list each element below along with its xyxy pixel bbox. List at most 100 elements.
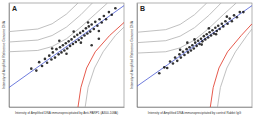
panel-title: B bbox=[140, 5, 145, 12]
point bbox=[70, 38, 73, 41]
point bbox=[221, 23, 224, 26]
point bbox=[50, 58, 53, 61]
point bbox=[46, 62, 49, 65]
point bbox=[182, 50, 185, 53]
point bbox=[193, 38, 196, 41]
point bbox=[38, 61, 41, 64]
point bbox=[179, 49, 182, 52]
point bbox=[169, 60, 172, 63]
point bbox=[217, 24, 220, 27]
point bbox=[72, 43, 75, 46]
point bbox=[105, 18, 108, 21]
curve bbox=[137, 6, 252, 87]
point bbox=[83, 34, 86, 37]
plot-frame bbox=[137, 3, 252, 107]
point bbox=[203, 35, 206, 38]
curve bbox=[137, 3, 221, 43]
point bbox=[86, 32, 89, 35]
point bbox=[58, 39, 61, 42]
point bbox=[82, 30, 85, 33]
point bbox=[79, 32, 82, 35]
point bbox=[63, 49, 66, 52]
point bbox=[231, 20, 234, 23]
plot-frame bbox=[9, 3, 124, 107]
point bbox=[222, 25, 225, 28]
point bbox=[180, 56, 183, 59]
curve bbox=[210, 24, 252, 107]
point bbox=[72, 30, 75, 33]
y-axis-title: Intensity of Amplified Reference Genome … bbox=[2, 20, 6, 89]
point bbox=[65, 52, 68, 55]
x-axis bbox=[10, 107, 125, 108]
point bbox=[67, 40, 70, 43]
point bbox=[52, 51, 55, 54]
axis-line bbox=[137, 4, 138, 108]
point bbox=[76, 34, 79, 37]
x-axis-title: Intensity of Amplified DNA immunoprecipi… bbox=[15, 111, 118, 115]
x-axis bbox=[138, 107, 253, 108]
point bbox=[98, 37, 101, 40]
point bbox=[166, 67, 169, 70]
curve bbox=[9, 3, 78, 32]
y-axis-title: Intensity of Amplified Reference Genome … bbox=[130, 20, 134, 89]
point bbox=[178, 53, 181, 56]
point bbox=[96, 24, 99, 27]
point bbox=[48, 54, 51, 57]
point bbox=[158, 72, 161, 75]
curve bbox=[137, 3, 236, 53]
curve bbox=[9, 3, 107, 52]
y-axis bbox=[9, 4, 10, 108]
point bbox=[66, 47, 69, 50]
point bbox=[87, 21, 90, 24]
point bbox=[192, 47, 195, 50]
point bbox=[69, 45, 72, 48]
point bbox=[172, 62, 175, 65]
point bbox=[77, 39, 80, 42]
axis-line bbox=[9, 4, 10, 108]
point bbox=[51, 47, 54, 50]
point bbox=[59, 46, 62, 49]
point bbox=[57, 53, 60, 56]
point bbox=[60, 51, 63, 54]
point bbox=[80, 37, 83, 40]
point bbox=[226, 15, 229, 18]
panel: A Intensity of Amplified DNA immunoprecip… bbox=[2, 3, 125, 115]
point bbox=[89, 30, 92, 33]
point bbox=[187, 51, 190, 54]
point bbox=[210, 34, 213, 37]
point bbox=[211, 29, 214, 32]
point bbox=[185, 48, 188, 51]
panel: B Intensity of Amplified DNA immunoprecip… bbox=[130, 3, 253, 115]
y-axis bbox=[137, 4, 138, 108]
x-axis-title: Intensity of Amplified DNA immunoprecipi… bbox=[148, 111, 242, 115]
point bbox=[90, 23, 93, 26]
point bbox=[62, 44, 65, 47]
point bbox=[204, 38, 207, 41]
point bbox=[195, 45, 198, 48]
point bbox=[90, 44, 93, 47]
point bbox=[110, 13, 113, 16]
point bbox=[85, 27, 88, 30]
plot-area bbox=[137, 3, 252, 107]
point bbox=[35, 69, 38, 72]
curve bbox=[85, 27, 124, 107]
point bbox=[242, 11, 245, 14]
point bbox=[205, 33, 208, 36]
point bbox=[103, 15, 106, 18]
point bbox=[100, 21, 103, 24]
axis-line bbox=[138, 107, 253, 108]
point bbox=[183, 54, 186, 57]
point bbox=[191, 44, 194, 47]
panel-title: A bbox=[12, 5, 17, 12]
point bbox=[93, 28, 96, 31]
point bbox=[208, 31, 211, 34]
point bbox=[233, 14, 236, 17]
point bbox=[41, 65, 44, 68]
point bbox=[54, 56, 57, 59]
point bbox=[108, 11, 111, 14]
point bbox=[55, 48, 58, 51]
point bbox=[200, 43, 203, 46]
point bbox=[207, 36, 210, 39]
point bbox=[44, 58, 47, 61]
point bbox=[87, 25, 90, 28]
